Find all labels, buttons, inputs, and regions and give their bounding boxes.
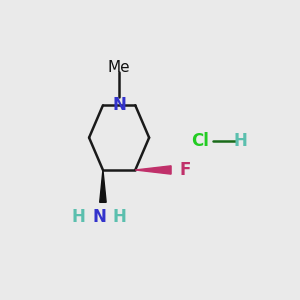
Polygon shape [135,166,171,174]
Text: H: H [72,208,86,226]
Text: H: H [112,208,126,226]
Text: F: F [179,161,190,179]
Text: N: N [92,208,106,226]
Text: H: H [233,132,247,150]
Text: Me: Me [108,60,130,75]
Polygon shape [100,170,106,202]
Text: Cl: Cl [191,132,209,150]
Text: N: N [112,96,126,114]
